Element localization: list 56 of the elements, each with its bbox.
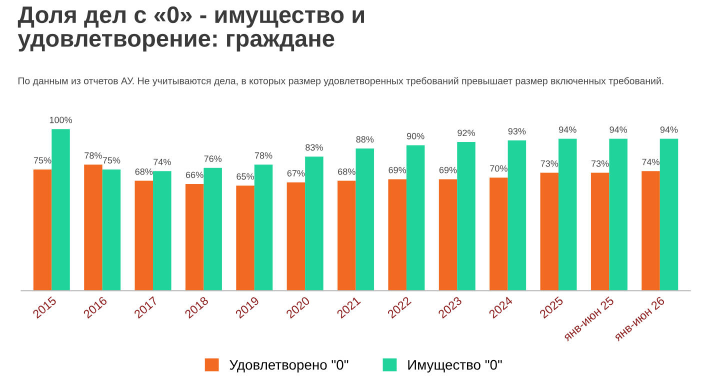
- data-label: 94%: [660, 126, 678, 133]
- data-label: 67%: [287, 170, 305, 176]
- bar: [508, 140, 526, 291]
- bar: [286, 182, 306, 291]
- data-label: 88%: [356, 136, 374, 143]
- bar: [153, 171, 172, 291]
- bar: [438, 179, 458, 291]
- bar: [338, 180, 356, 291]
- chart-subtitle: По данным из отчетов АУ. Не учитываются дела, в которых размер удовлетворенных требований превышает размер включенных требований.: [18, 77, 664, 86]
- legend-label: Имущество "0": [408, 360, 502, 372]
- data-label: 69%: [388, 166, 406, 174]
- data-label: 76%: [204, 156, 222, 162]
- bar: [558, 138, 577, 291]
- bar: [236, 186, 254, 291]
- data-label: 78%: [84, 152, 102, 159]
- bar: [52, 129, 70, 291]
- bar: [356, 148, 374, 291]
- data-label: 83%: [306, 144, 323, 151]
- bar: [102, 170, 121, 291]
- bar: [84, 164, 102, 291]
- data-label: 78%: [254, 152, 272, 159]
- bar: [642, 171, 660, 291]
- data-label: 100%: [50, 116, 72, 124]
- chart-title: Доля дел с «0» - имущество и удовлетворение: граждане: [18, 6, 364, 52]
- data-label: 92%: [458, 130, 475, 136]
- bar: [406, 145, 425, 291]
- data-label: 68%: [338, 168, 356, 175]
- data-label: 94%: [610, 126, 628, 133]
- bar: [204, 168, 222, 291]
- data-label: 93%: [508, 128, 526, 134]
- data-label: 94%: [559, 126, 576, 133]
- data-label: 68%: [135, 168, 153, 175]
- bar: [134, 180, 154, 291]
- bar: [457, 142, 476, 291]
- bar: [590, 172, 610, 291]
- data-label: 73%: [540, 160, 558, 167]
- data-label: 65%: [236, 173, 254, 180]
- data-label: 75%: [102, 157, 120, 164]
- data-label: 69%: [439, 166, 457, 174]
- data-label: 74%: [642, 158, 660, 166]
- data-label: 90%: [406, 132, 424, 140]
- bar: [490, 178, 508, 291]
- bar: [540, 172, 559, 291]
- bar: [388, 179, 406, 291]
- data-label: 74%: [154, 158, 171, 166]
- data-label: 73%: [592, 160, 609, 167]
- data-label: 70%: [490, 165, 508, 172]
- data-label: 66%: [186, 172, 204, 178]
- bar: [660, 138, 678, 291]
- bar: [609, 138, 628, 291]
- bar: [185, 184, 204, 291]
- bar: [305, 156, 324, 291]
- data-label: 75%: [34, 157, 52, 164]
- bar: [254, 164, 273, 291]
- legend-label: Удовлетворено "0": [230, 360, 348, 372]
- bar: [33, 170, 52, 291]
